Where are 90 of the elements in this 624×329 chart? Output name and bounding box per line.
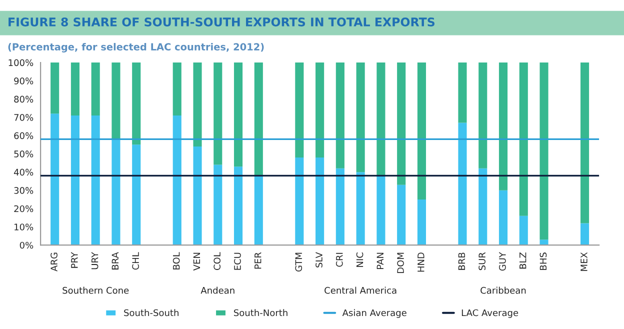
bar [417,62,426,200]
bar [91,62,100,116]
bar [397,62,406,185]
x-tick-label: CHL [132,252,139,270]
x-tick-label: NIC [356,252,364,267]
y-tick-label: 100% [8,59,34,66]
bar [234,166,243,246]
bar [519,62,528,216]
x-tick-label: DOM [397,252,404,274]
legend-label: LAC Average [462,309,518,318]
bar [478,62,488,168]
bar [356,62,365,172]
bar [132,62,141,145]
x-tick-label: HND [418,252,424,272]
text: Andean [200,286,234,294]
bar [132,144,141,246]
bar [50,62,60,114]
x-tick-label: ECU [234,252,241,270]
bar [336,62,344,168]
x-tick-label: ARG [50,252,58,272]
x-tick-label: GTM [295,252,302,272]
bar [193,146,202,246]
y-tick-label: 40% [14,168,34,176]
bar [91,115,100,246]
bar [214,62,222,165]
x-tick-label: BLZ [520,252,526,269]
bar [254,62,263,176]
bar [295,62,304,158]
bar [50,114,60,246]
bar [70,115,80,246]
x-tick-label: COL [214,252,221,270]
x-tick-label: URY [92,252,98,270]
x-tick-label: BRB [458,252,465,270]
bar [112,62,120,140]
bar [316,157,324,246]
x-tick-label: SLV [316,252,322,268]
bar [193,62,202,147]
x-tick-label: PER [254,252,262,269]
x-tick-label: SUR [478,252,486,270]
bar [295,157,304,246]
text: Caribbean [480,286,526,294]
bar [234,62,243,167]
y-tick-label: 20% [14,205,34,212]
x-tick-label: VEN [193,252,200,271]
bar [519,216,528,246]
legend-label: Asian Average [342,309,406,318]
x-tick-label: BHS [540,252,547,270]
y-tick-label: 60% [14,132,34,140]
x-tick-label: CRI [336,252,343,267]
x-tick-label: GUY [499,252,506,271]
bar [540,240,548,246]
bar [458,62,467,123]
y-tick-label: 0% [20,242,34,249]
bar [172,115,182,246]
bar [540,62,548,240]
y-tick-label: 80% [14,96,34,103]
bar [214,164,222,246]
bar [356,172,365,246]
x-tick-label: BOL [172,252,180,270]
x-tick-label: MEX [580,252,588,271]
legend-label: South-South [124,309,178,316]
bar [70,62,80,116]
x-tick-label: BRA [112,252,118,270]
bar [580,223,590,246]
bar [376,62,386,176]
chart-title: FIGURE 8 SHARE OF SOUTH-SOUTH EXPORTS IN TOTAL EXPORTS [8,18,434,26]
x-tick-label: PAN [376,252,384,269]
text: Central America [324,286,396,294]
bar [498,190,508,246]
bar [376,176,386,246]
y-tick-label: 90% [14,78,34,84]
bar [112,139,120,246]
y-tick-label: 70% [14,114,34,121]
bar [458,122,467,246]
bar [478,168,488,246]
text: Southern Cone [62,286,129,294]
legend-label: South-North [234,309,288,316]
x-tick-label: PRY [71,252,78,268]
bar [336,168,344,246]
y-tick-label: 10% [14,224,34,230]
y-tick-label: 30% [14,187,34,194]
bar [580,62,590,224]
bar [254,176,263,246]
y-tick-label: 50% [14,150,34,158]
bar [498,62,508,190]
chart-subtitle: (Percentage, for selected LAC countries, 2012) [8,42,264,52]
bar [397,184,406,246]
bar [172,62,182,116]
bar [417,199,426,246]
bar [316,62,324,158]
